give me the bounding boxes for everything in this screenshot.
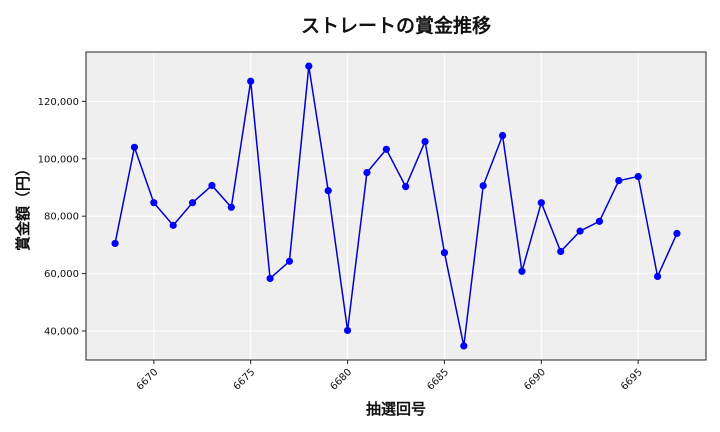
data-point: [382, 145, 390, 153]
data-point: [188, 199, 197, 207]
y-tick-label: 120,000: [38, 97, 79, 108]
x-tick-label: 6695: [619, 367, 645, 393]
data-point: [266, 274, 274, 283]
data-point: [324, 187, 332, 195]
y-tick-label: 100,000: [38, 154, 79, 165]
plot-frame: [85, 51, 707, 361]
y-axis-label: 賞金額（円）: [14, 161, 32, 251]
data-point: [518, 267, 526, 275]
data-point: [343, 326, 352, 335]
data-point: [557, 247, 565, 256]
x-tick-label: 6675: [232, 367, 258, 393]
axes: [85, 51, 707, 361]
series-group: [111, 62, 681, 350]
y-axis-ticks: 40,000 60,000 80,000 100,000 120,000: [38, 97, 86, 338]
data-point: [247, 77, 255, 85]
x-axis-label: 抽選回号: [366, 400, 426, 418]
x-tick-label: 6685: [425, 367, 451, 393]
data-point: [130, 143, 139, 151]
data-point: [421, 137, 429, 146]
series-line: [114, 65, 678, 347]
data-point: [440, 249, 449, 257]
data-point: [227, 203, 235, 211]
data-point: [169, 221, 177, 229]
data-point: [634, 172, 642, 181]
y-tick-label: 40,000: [44, 327, 79, 338]
data-point: [595, 217, 604, 225]
x-axis-ticks: 6670 6675 6680 6685 6690 6695: [135, 360, 645, 393]
data-point: [111, 239, 119, 248]
data-point: [673, 229, 681, 238]
data-point: [537, 199, 545, 207]
data-point: [498, 131, 507, 140]
data-point: [150, 199, 158, 207]
data-point: [615, 176, 623, 185]
y-tick-label: 80,000: [44, 212, 79, 223]
data-point: [305, 62, 313, 70]
x-tick-label: 6680: [328, 367, 354, 393]
data-point: [460, 342, 468, 350]
plot-area: [86, 52, 706, 360]
x-tick-label: 6670: [135, 367, 161, 393]
chart-title: ストレートの賞金推移: [301, 14, 491, 37]
y-tick-label: 60,000: [44, 269, 79, 280]
x-tick-label: 6690: [522, 367, 548, 393]
data-point: [363, 168, 371, 177]
data-point: [402, 183, 410, 191]
data-point: [479, 182, 487, 190]
data-point: [208, 181, 216, 190]
data-point: [576, 227, 584, 235]
data-point: [285, 257, 294, 265]
data-point: [653, 272, 662, 281]
